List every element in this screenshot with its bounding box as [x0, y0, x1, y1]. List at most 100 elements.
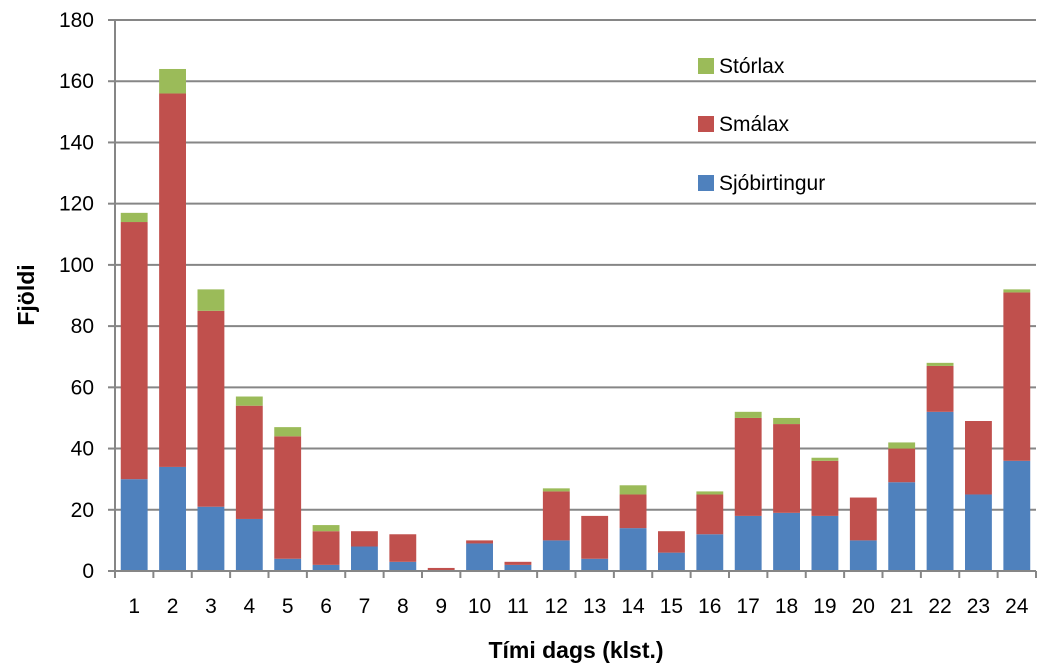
x-tick-label: 22 — [928, 595, 951, 618]
x-tick-label: 11 — [507, 595, 529, 618]
bar-segment — [159, 68, 186, 94]
bar-segment — [773, 512, 800, 571]
bar-segment — [888, 448, 916, 483]
bar-segment — [773, 417, 800, 425]
bar-segment — [965, 421, 992, 495]
y-tick-label: 140 — [59, 131, 94, 154]
x-tick-label: 9 — [435, 595, 447, 618]
x-tick-label: 16 — [698, 595, 721, 618]
bar-segment — [619, 494, 647, 529]
bar-segment — [120, 479, 148, 571]
x-tick-label: 24 — [1005, 595, 1029, 618]
bar-segment — [351, 531, 378, 547]
bar-segment — [197, 506, 225, 571]
x-tick-label: 5 — [282, 595, 294, 618]
bar-segment — [312, 525, 340, 532]
bar-segment — [389, 534, 417, 562]
bar-segment — [811, 457, 839, 461]
y-tick-label: 120 — [59, 193, 94, 216]
bar-segment — [1003, 292, 1031, 461]
y-tick-label: 160 — [59, 70, 94, 93]
x-tick-label: 10 — [468, 595, 491, 618]
bar-segment — [926, 411, 954, 571]
y-tick-label: 180 — [59, 9, 94, 32]
legend-swatch — [698, 175, 714, 191]
bar-segment — [888, 482, 916, 571]
y-tick-label: 100 — [59, 254, 94, 277]
legend-label: Sjóbirtingur — [719, 172, 825, 195]
x-tick-label: 19 — [813, 595, 836, 618]
bar-segment — [197, 289, 225, 311]
legend-swatch — [698, 116, 714, 132]
bar-segment — [696, 491, 724, 495]
bar-segment — [773, 424, 800, 513]
x-axis-title: Tími dags (klst.) — [488, 637, 663, 663]
x-tick-label: 20 — [852, 595, 875, 618]
x-tick-label: 17 — [737, 595, 760, 618]
bar-segment — [658, 552, 685, 571]
bar-segment — [1003, 289, 1031, 293]
x-tick-labels: 1 2 3 4 5 6 7 8 9 10 11 12 13 14 15 16 17 18 19 20 21 22 23 24 — [128, 595, 1028, 618]
legend: Stórlax Smálax Sjóbirtingur — [698, 55, 825, 195]
x-tick-label: 3 — [205, 595, 217, 618]
x-tick-label: 2 — [167, 595, 179, 618]
y-tick-labels: 0 20 40 60 80 100 120 140 160 180 — [59, 9, 94, 583]
gridlines — [115, 19, 1036, 511]
x-tick-label: 14 — [621, 595, 645, 618]
legend-label: Smálax — [719, 113, 790, 136]
bar-segment — [849, 497, 877, 541]
bar-segment — [542, 491, 570, 541]
x-tick-label: 18 — [775, 595, 798, 618]
y-tick-label: 40 — [71, 438, 94, 461]
bar-segment — [696, 534, 724, 571]
bar-segment — [734, 411, 762, 418]
bar-segment — [504, 564, 532, 571]
bar-segment — [235, 405, 263, 519]
y-tick-label: 0 — [82, 560, 94, 583]
x-tick-label: 4 — [243, 595, 255, 618]
bar-segment — [581, 515, 609, 559]
x-tick-label: 13 — [583, 595, 606, 618]
bar-segment — [965, 494, 992, 571]
bar-segment — [696, 494, 724, 535]
bar-segment — [542, 488, 570, 492]
y-axis-title: Fjöldi — [13, 264, 39, 325]
bar-segment — [734, 515, 762, 571]
bar-segment — [159, 93, 186, 467]
bar-segment — [235, 396, 263, 406]
bar-segment — [466, 543, 493, 571]
bar-segment — [811, 515, 839, 571]
x-tick-label: 21 — [890, 595, 913, 618]
x-tick-label: 15 — [660, 595, 683, 618]
bars — [120, 68, 1031, 571]
bar-segment — [619, 485, 647, 495]
bar-segment — [274, 427, 302, 437]
x-tick-label: 7 — [359, 595, 371, 618]
bar-segment — [159, 466, 186, 571]
bar-segment — [849, 540, 877, 571]
y-tick-label: 20 — [71, 499, 94, 522]
bar-segment — [312, 531, 340, 565]
axes — [108, 19, 1037, 578]
bar-segment — [197, 310, 225, 507]
x-tick-label: 12 — [545, 595, 568, 618]
bar-segment — [658, 531, 685, 553]
bar-segment — [351, 546, 378, 571]
x-tick-label: 6 — [320, 595, 332, 618]
bar-segment — [120, 212, 148, 223]
bar-segment — [811, 460, 839, 516]
x-tick-label: 23 — [967, 595, 990, 618]
bar-segment — [888, 442, 916, 449]
x-tick-label: 8 — [397, 595, 409, 618]
bar-segment — [734, 417, 762, 516]
bar-segment — [312, 564, 340, 571]
bar-segment — [389, 561, 417, 571]
bar-segment — [542, 540, 570, 571]
bar-segment — [1003, 460, 1031, 571]
bar-segment — [619, 528, 647, 571]
bar-segment — [581, 558, 609, 571]
bar-segment — [427, 567, 455, 571]
bar-segment — [235, 518, 263, 571]
